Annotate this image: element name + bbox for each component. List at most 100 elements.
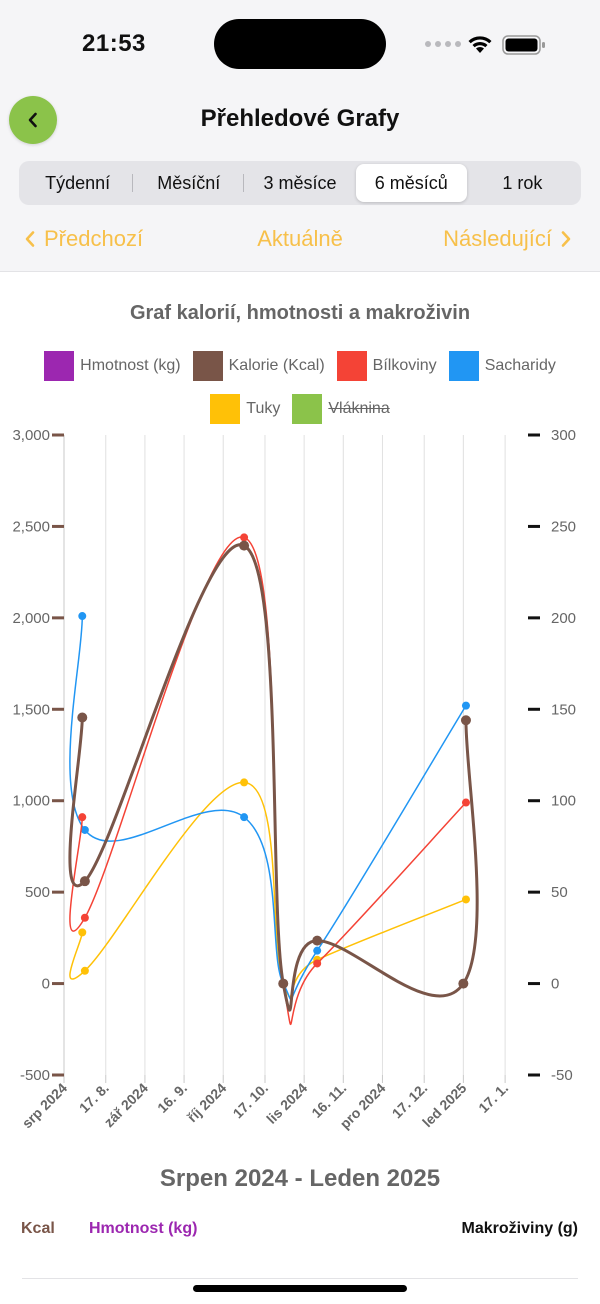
period-segmented-control: Týdenní Měsíční 3 měsíce 6 měsíců 1 rok (19, 161, 581, 205)
previous-period-label: Předchozí (44, 226, 144, 251)
axis-legend-labels: Kcal Hmotnost (kg) Makroživiny (g) (0, 1220, 600, 1244)
battery-icon (502, 35, 545, 55)
legend-label-protein: Bílkoviny (372, 357, 437, 374)
y-right-tick-label: 100 (551, 793, 576, 810)
y-right-tick-label: -50 (551, 1067, 573, 1084)
legend-item-carbs[interactable]: Sacharidy (448, 351, 556, 381)
kcal-axis-label: Kcal (21, 1220, 55, 1237)
y-left-tick-label: -500 (20, 1067, 50, 1084)
chart-title: Graf kalorií, hmotnosti a makroživin (129, 302, 471, 324)
period-navigation: Předchozí Aktuálně Následující (0, 226, 600, 260)
data-point-kcal (278, 978, 289, 989)
tab-monthly[interactable]: Měsíční (133, 164, 245, 202)
legend-swatch-fiber (292, 394, 323, 424)
legend-swatch-fat (210, 394, 241, 424)
dynamic-island (214, 19, 386, 69)
line-chart: srp 2024 17. 8.zář 2024 16. 9.říj 2024 17. … (12, 427, 576, 1132)
y-left-tick-label: 1,000 (12, 793, 50, 810)
data-point-kcal (239, 540, 250, 551)
chart-legend: Hmotnost (kg) Kalorie (Kcal) Bílkoviny S… (0, 351, 600, 381)
legend-swatch-protein (336, 351, 367, 381)
legend-label-fat: Tuky (246, 400, 281, 417)
data-point-fat (80, 966, 89, 975)
macros-axis-label: Makroživiny (g) (461, 1220, 578, 1237)
chevron-left-icon (25, 231, 35, 247)
data-point-protein (80, 913, 89, 922)
current-period-button[interactable]: Aktuálně (257, 226, 343, 251)
legend-item-fat[interactable]: Tuky (210, 394, 280, 424)
x-tick-label: zář 2024 (101, 1080, 152, 1131)
legend-item-weight[interactable]: Hmotnost (kg) (44, 351, 181, 381)
wifi-icon (468, 36, 492, 53)
chart-grid (63, 435, 506, 1075)
data-point-kcal (312, 935, 323, 946)
chart-series (68, 533, 479, 1026)
date-range-title: Srpen 2024 - Leden 2025 (159, 1165, 441, 1192)
tab-1-year[interactable]: 1 rok (502, 172, 543, 193)
legend-swatch-weight (44, 351, 75, 381)
data-point-fat (461, 895, 470, 904)
y-right-tick-label: 250 (551, 518, 576, 535)
data-point-protein (78, 813, 87, 822)
data-point-fat (78, 928, 87, 937)
weight-axis-label: Hmotnost (kg) (89, 1220, 198, 1237)
tab-6-months[interactable]: 6 měsíců (355, 164, 467, 202)
y-right-tick-label: 150 (551, 701, 576, 718)
data-point-carbs (240, 813, 249, 822)
current-period-row: Aktuálně (0, 226, 600, 252)
next-period-button[interactable]: Následující (443, 226, 572, 252)
x-tick-label: led 2025 (419, 1080, 470, 1131)
data-point-protein (461, 798, 470, 807)
chart-axes: srp 2024 17. 8.zář 2024 16. 9.říj 2024 17. … (12, 427, 576, 1132)
x-tick-label: 16. 9. (154, 1080, 190, 1116)
data-point-kcal (79, 876, 90, 887)
legend-item-protein[interactable]: Bílkoviny (336, 351, 437, 381)
x-tick-label: 17. 8. (76, 1080, 112, 1116)
legend-label-kcal: Kalorie (Kcal) (228, 357, 325, 374)
previous-period-button[interactable]: Předchozí (24, 226, 143, 252)
legend-label-carbs: Sacharidy (484, 357, 556, 374)
y-left-tick-label: 2,000 (12, 610, 50, 627)
y-left-tick-label: 1,500 (12, 701, 50, 718)
series-line-kcal (68, 543, 479, 1012)
data-point-kcal (77, 712, 88, 723)
chevron-right-icon (561, 231, 571, 247)
data-point-carbs (78, 612, 87, 621)
data-point-carbs (461, 701, 470, 710)
legend-item-fiber[interactable]: Vláknina (292, 394, 390, 424)
y-right-tick-label: 300 (551, 427, 576, 444)
status-time: 21:53 (82, 30, 146, 57)
x-tick-label: 17. 1. (475, 1080, 511, 1116)
x-tick-label: lis 2024 (263, 1080, 310, 1127)
next-period-label: Následující (443, 226, 552, 251)
data-point-kcal (458, 978, 469, 989)
data-point-protein (240, 533, 249, 542)
y-left-tick-label: 0 (42, 976, 50, 993)
chevron-left-icon (28, 112, 37, 128)
y-left-tick-label: 500 (25, 884, 50, 901)
tab-3-months[interactable]: 3 měsíce (263, 172, 337, 193)
legend-swatch-kcal (192, 351, 223, 381)
legend-label-weight: Hmotnost (kg) (80, 357, 181, 374)
y-right-tick-label: 50 (551, 884, 568, 901)
data-point-carbs (313, 946, 322, 955)
y-right-tick-label: 0 (551, 976, 559, 993)
legend-label-fiber: Vláknina (328, 400, 390, 417)
x-tick-label: říj 2024 (184, 1080, 230, 1126)
y-left-tick-label: 3,000 (12, 427, 50, 444)
x-tick-label: srp 2024 (19, 1080, 71, 1132)
divider (22, 1278, 578, 1279)
back-button[interactable] (9, 96, 57, 144)
data-point-carbs (80, 825, 89, 834)
data-point-fat (240, 778, 249, 787)
y-right-tick-label: 200 (551, 610, 576, 627)
y-left-tick-label: 2,500 (12, 518, 50, 535)
cellular-signal-icon (425, 41, 461, 47)
tab-weekly[interactable]: Týdenní (22, 164, 134, 202)
home-indicator (193, 1285, 407, 1292)
chart-legend-row-2: Tuky Vláknina (0, 394, 600, 424)
legend-item-kcal[interactable]: Kalorie (Kcal) (192, 351, 325, 381)
legend-swatch-carbs (448, 351, 479, 381)
data-point-kcal (460, 715, 471, 726)
series-line-carbs (69, 616, 467, 1001)
